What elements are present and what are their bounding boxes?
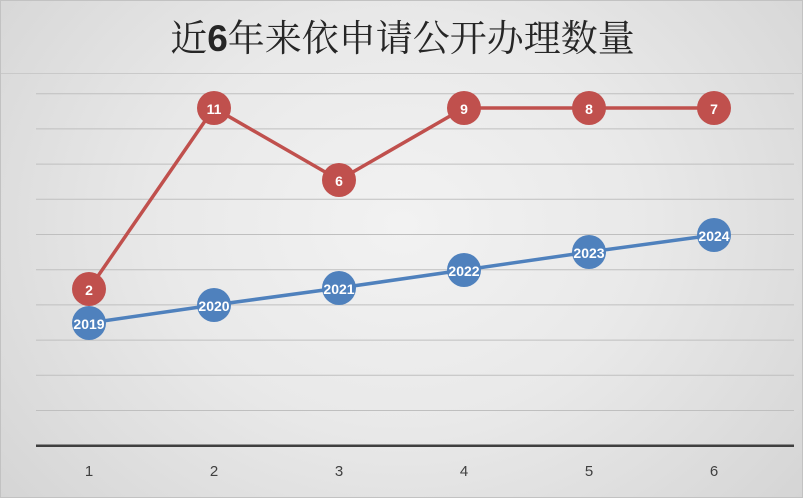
svg-text:2019: 2019 bbox=[73, 316, 104, 332]
svg-text:1: 1 bbox=[85, 463, 93, 480]
svg-text:2020: 2020 bbox=[198, 298, 229, 314]
svg-text:6: 6 bbox=[335, 173, 343, 189]
svg-text:11: 11 bbox=[207, 101, 222, 117]
svg-text:2022: 2022 bbox=[448, 263, 479, 279]
svg-text:9: 9 bbox=[460, 101, 468, 117]
svg-text:8: 8 bbox=[585, 101, 593, 117]
svg-text:5: 5 bbox=[585, 463, 593, 480]
svg-text:2: 2 bbox=[85, 282, 93, 298]
svg-text:2021: 2021 bbox=[323, 281, 354, 297]
svg-text:7: 7 bbox=[710, 101, 718, 117]
svg-text:4: 4 bbox=[460, 463, 468, 480]
svg-text:2023: 2023 bbox=[573, 245, 604, 261]
svg-text:3: 3 bbox=[335, 463, 343, 480]
svg-text:6: 6 bbox=[710, 463, 718, 480]
svg-text:2: 2 bbox=[210, 463, 218, 480]
svg-text:2024: 2024 bbox=[698, 228, 729, 244]
